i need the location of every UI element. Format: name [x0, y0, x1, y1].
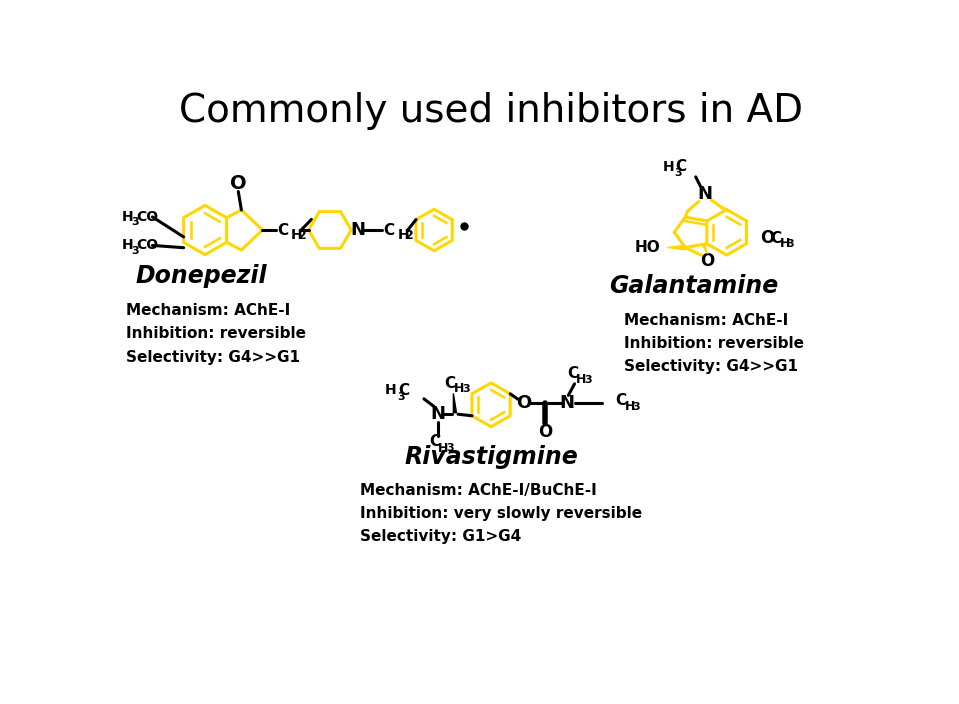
Polygon shape — [454, 394, 456, 413]
Text: H: H — [122, 210, 133, 224]
Text: O: O — [760, 230, 774, 248]
Text: 2: 2 — [405, 229, 413, 242]
Text: HO: HO — [635, 240, 661, 255]
Text: H: H — [386, 384, 397, 397]
Text: H: H — [576, 373, 587, 386]
Text: C: C — [384, 222, 395, 237]
Text: C: C — [430, 434, 440, 449]
Text: Selectivity: G4>>G1: Selectivity: G4>>G1 — [623, 359, 798, 374]
Text: H: H — [454, 382, 464, 396]
Text: Mechanism: AChE-I/BuChE-I: Mechanism: AChE-I/BuChE-I — [361, 483, 596, 498]
Text: O: O — [230, 175, 246, 194]
Polygon shape — [667, 245, 685, 250]
Text: N: N — [431, 406, 445, 423]
Text: N: N — [559, 394, 574, 412]
Text: C: C — [770, 231, 782, 246]
Text: H: H — [292, 228, 303, 242]
Text: H: H — [398, 228, 409, 242]
Text: O: O — [701, 253, 714, 270]
Text: H: H — [663, 160, 674, 174]
Text: 3: 3 — [786, 239, 794, 249]
Text: Inhibition: reversible: Inhibition: reversible — [126, 327, 306, 341]
Text: Selectivity: G1>G4: Selectivity: G1>G4 — [361, 529, 522, 544]
Text: Inhibition: very slowly reversible: Inhibition: very slowly reversible — [361, 506, 643, 521]
Text: 3: 3 — [632, 402, 640, 412]
Text: Commonly used inhibitors in AD: Commonly used inhibitors in AD — [179, 92, 804, 130]
Text: CO: CO — [136, 239, 158, 253]
Text: O: O — [538, 423, 552, 441]
Text: H: H — [122, 239, 133, 253]
Text: H: H — [438, 441, 449, 455]
Text: C: C — [568, 366, 578, 382]
Text: Rivastigmine: Rivastigmine — [405, 445, 578, 469]
Text: 3: 3 — [131, 218, 139, 227]
Text: Selectivity: G4>>G1: Selectivity: G4>>G1 — [126, 350, 300, 365]
Text: O: O — [516, 394, 531, 412]
Text: C: C — [398, 383, 409, 398]
Text: Galantamine: Galantamine — [609, 275, 778, 298]
Text: C: C — [675, 159, 687, 175]
Text: N: N — [697, 185, 713, 203]
Text: C: C — [445, 376, 456, 391]
Text: C: C — [277, 222, 289, 237]
Text: 3: 3 — [585, 375, 593, 385]
Text: H: H — [780, 237, 790, 251]
Text: H: H — [625, 401, 635, 413]
Text: 2: 2 — [298, 229, 307, 242]
Text: Mechanism: AChE-I: Mechanism: AChE-I — [623, 313, 788, 327]
Text: 3: 3 — [397, 391, 405, 401]
Text: 3: 3 — [131, 246, 139, 256]
Polygon shape — [701, 244, 708, 253]
Text: Donepezil: Donepezil — [135, 264, 267, 288]
Text: C: C — [616, 394, 627, 408]
Text: 3: 3 — [447, 443, 454, 453]
Text: Mechanism: AChE-I: Mechanism: AChE-I — [126, 303, 291, 318]
Text: 3: 3 — [462, 384, 470, 394]
Text: N: N — [350, 221, 365, 239]
Text: Inhibition: reversible: Inhibition: reversible — [623, 336, 804, 351]
Text: 3: 3 — [674, 168, 682, 178]
Text: CO: CO — [136, 210, 158, 224]
